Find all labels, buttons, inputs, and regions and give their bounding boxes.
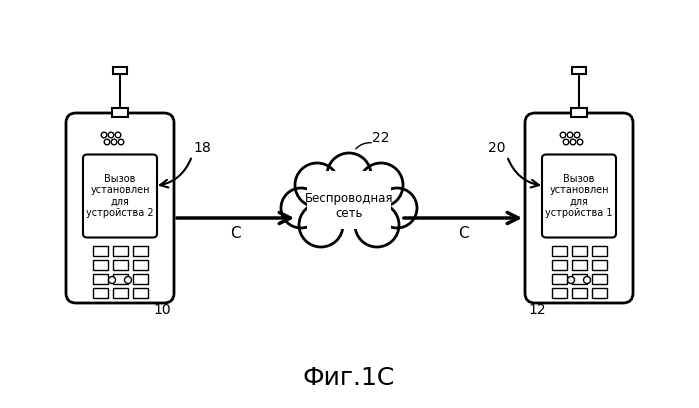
- Circle shape: [568, 277, 575, 284]
- Circle shape: [584, 277, 591, 284]
- FancyBboxPatch shape: [542, 155, 616, 237]
- Circle shape: [577, 139, 583, 145]
- Text: 12: 12: [528, 303, 546, 317]
- Circle shape: [124, 277, 131, 284]
- Bar: [591, 259, 607, 270]
- FancyBboxPatch shape: [525, 113, 633, 303]
- FancyBboxPatch shape: [66, 113, 174, 303]
- Bar: [552, 259, 566, 270]
- FancyBboxPatch shape: [83, 155, 157, 237]
- Circle shape: [560, 132, 565, 138]
- Bar: [113, 67, 127, 74]
- Circle shape: [327, 153, 371, 197]
- Circle shape: [118, 139, 124, 145]
- Bar: [552, 288, 566, 297]
- Bar: [113, 246, 127, 255]
- Bar: [133, 246, 147, 255]
- Bar: [113, 273, 127, 284]
- Bar: [112, 108, 128, 117]
- Text: С: С: [230, 226, 241, 242]
- Bar: [92, 259, 108, 270]
- Text: 18: 18: [193, 141, 211, 155]
- Circle shape: [570, 139, 576, 145]
- Text: Беспроводная
сеть: Беспроводная сеть: [305, 192, 394, 220]
- Bar: [113, 288, 127, 297]
- Bar: [307, 171, 391, 229]
- Circle shape: [111, 139, 117, 145]
- Circle shape: [295, 163, 339, 207]
- Text: С: С: [458, 226, 468, 242]
- Bar: [304, 168, 394, 233]
- Bar: [552, 273, 566, 284]
- Circle shape: [359, 163, 403, 207]
- Bar: [572, 67, 586, 74]
- Bar: [92, 246, 108, 255]
- Circle shape: [281, 188, 321, 228]
- Text: Вызов
установлен
для
устройства 1: Вызов установлен для устройства 1: [545, 173, 613, 218]
- Bar: [572, 288, 586, 297]
- Text: 10: 10: [153, 303, 171, 317]
- Bar: [133, 259, 147, 270]
- Bar: [92, 288, 108, 297]
- Circle shape: [101, 132, 107, 138]
- Bar: [572, 273, 586, 284]
- Text: Вызов
установлен
для
устройства 2: Вызов установлен для устройства 2: [86, 173, 154, 218]
- Bar: [552, 246, 566, 255]
- Text: 22: 22: [373, 131, 390, 145]
- Circle shape: [108, 277, 115, 284]
- Bar: [133, 273, 147, 284]
- Circle shape: [104, 139, 110, 145]
- Bar: [113, 259, 127, 270]
- Bar: [571, 108, 587, 117]
- Circle shape: [563, 139, 569, 145]
- Circle shape: [567, 132, 572, 138]
- Text: 20: 20: [488, 141, 506, 155]
- Circle shape: [115, 132, 121, 138]
- Bar: [591, 288, 607, 297]
- Circle shape: [377, 188, 417, 228]
- Circle shape: [108, 132, 114, 138]
- Bar: [572, 259, 586, 270]
- Bar: [591, 273, 607, 284]
- Bar: [591, 246, 607, 255]
- Circle shape: [574, 132, 579, 138]
- Circle shape: [355, 203, 399, 247]
- Circle shape: [299, 203, 343, 247]
- Bar: [133, 288, 147, 297]
- Bar: [92, 273, 108, 284]
- Bar: [572, 246, 586, 255]
- Text: Фиг.1C: Фиг.1C: [303, 366, 395, 390]
